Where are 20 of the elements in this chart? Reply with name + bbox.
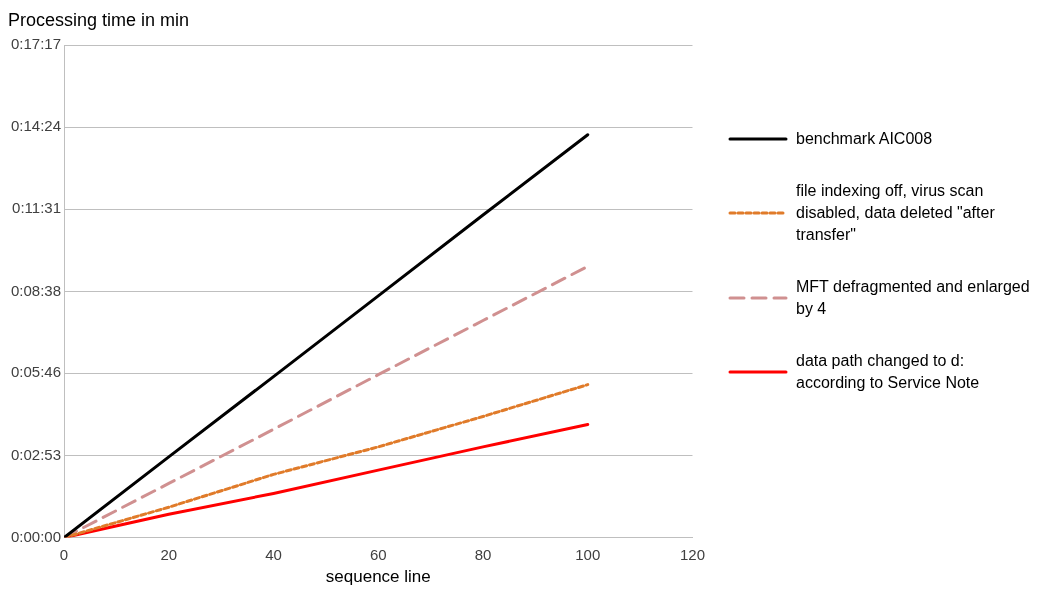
legend-label: MFT defragmented and enlarged by 4 [796,277,1031,319]
y-tick-label: 0:11:31 [12,199,62,217]
x-tick-label: 20 [160,545,178,563]
legend-label: file indexing off, virus scan disabled, data deleted "after transfer" [796,181,996,245]
legend-label: benchmark AIC008 [796,129,934,149]
x-tick-label: 0 [59,545,69,563]
x-tick-label: 120 [679,545,705,563]
y-tick-label: 0:02:53 [11,445,62,463]
legend-label: data path changed to d: according to Service Note [796,351,981,393]
x-axis-title: sequence line [325,567,431,587]
y-tick-label: 0:14:24 [11,117,62,135]
x-tick-label: 80 [474,545,492,563]
x-tick-label: 100 [575,545,601,563]
y-tick-label: 0:00:00 [11,527,62,545]
x-tick-label: 60 [369,545,387,563]
y-tick-label: 0:17:17 [11,35,62,53]
y-tick-label: 0:05:46 [11,363,62,381]
x-tick-label: 40 [265,545,282,563]
y-tick-label: 0:08:38 [11,281,62,299]
y-axis-title: Processing time in min [8,10,190,31]
